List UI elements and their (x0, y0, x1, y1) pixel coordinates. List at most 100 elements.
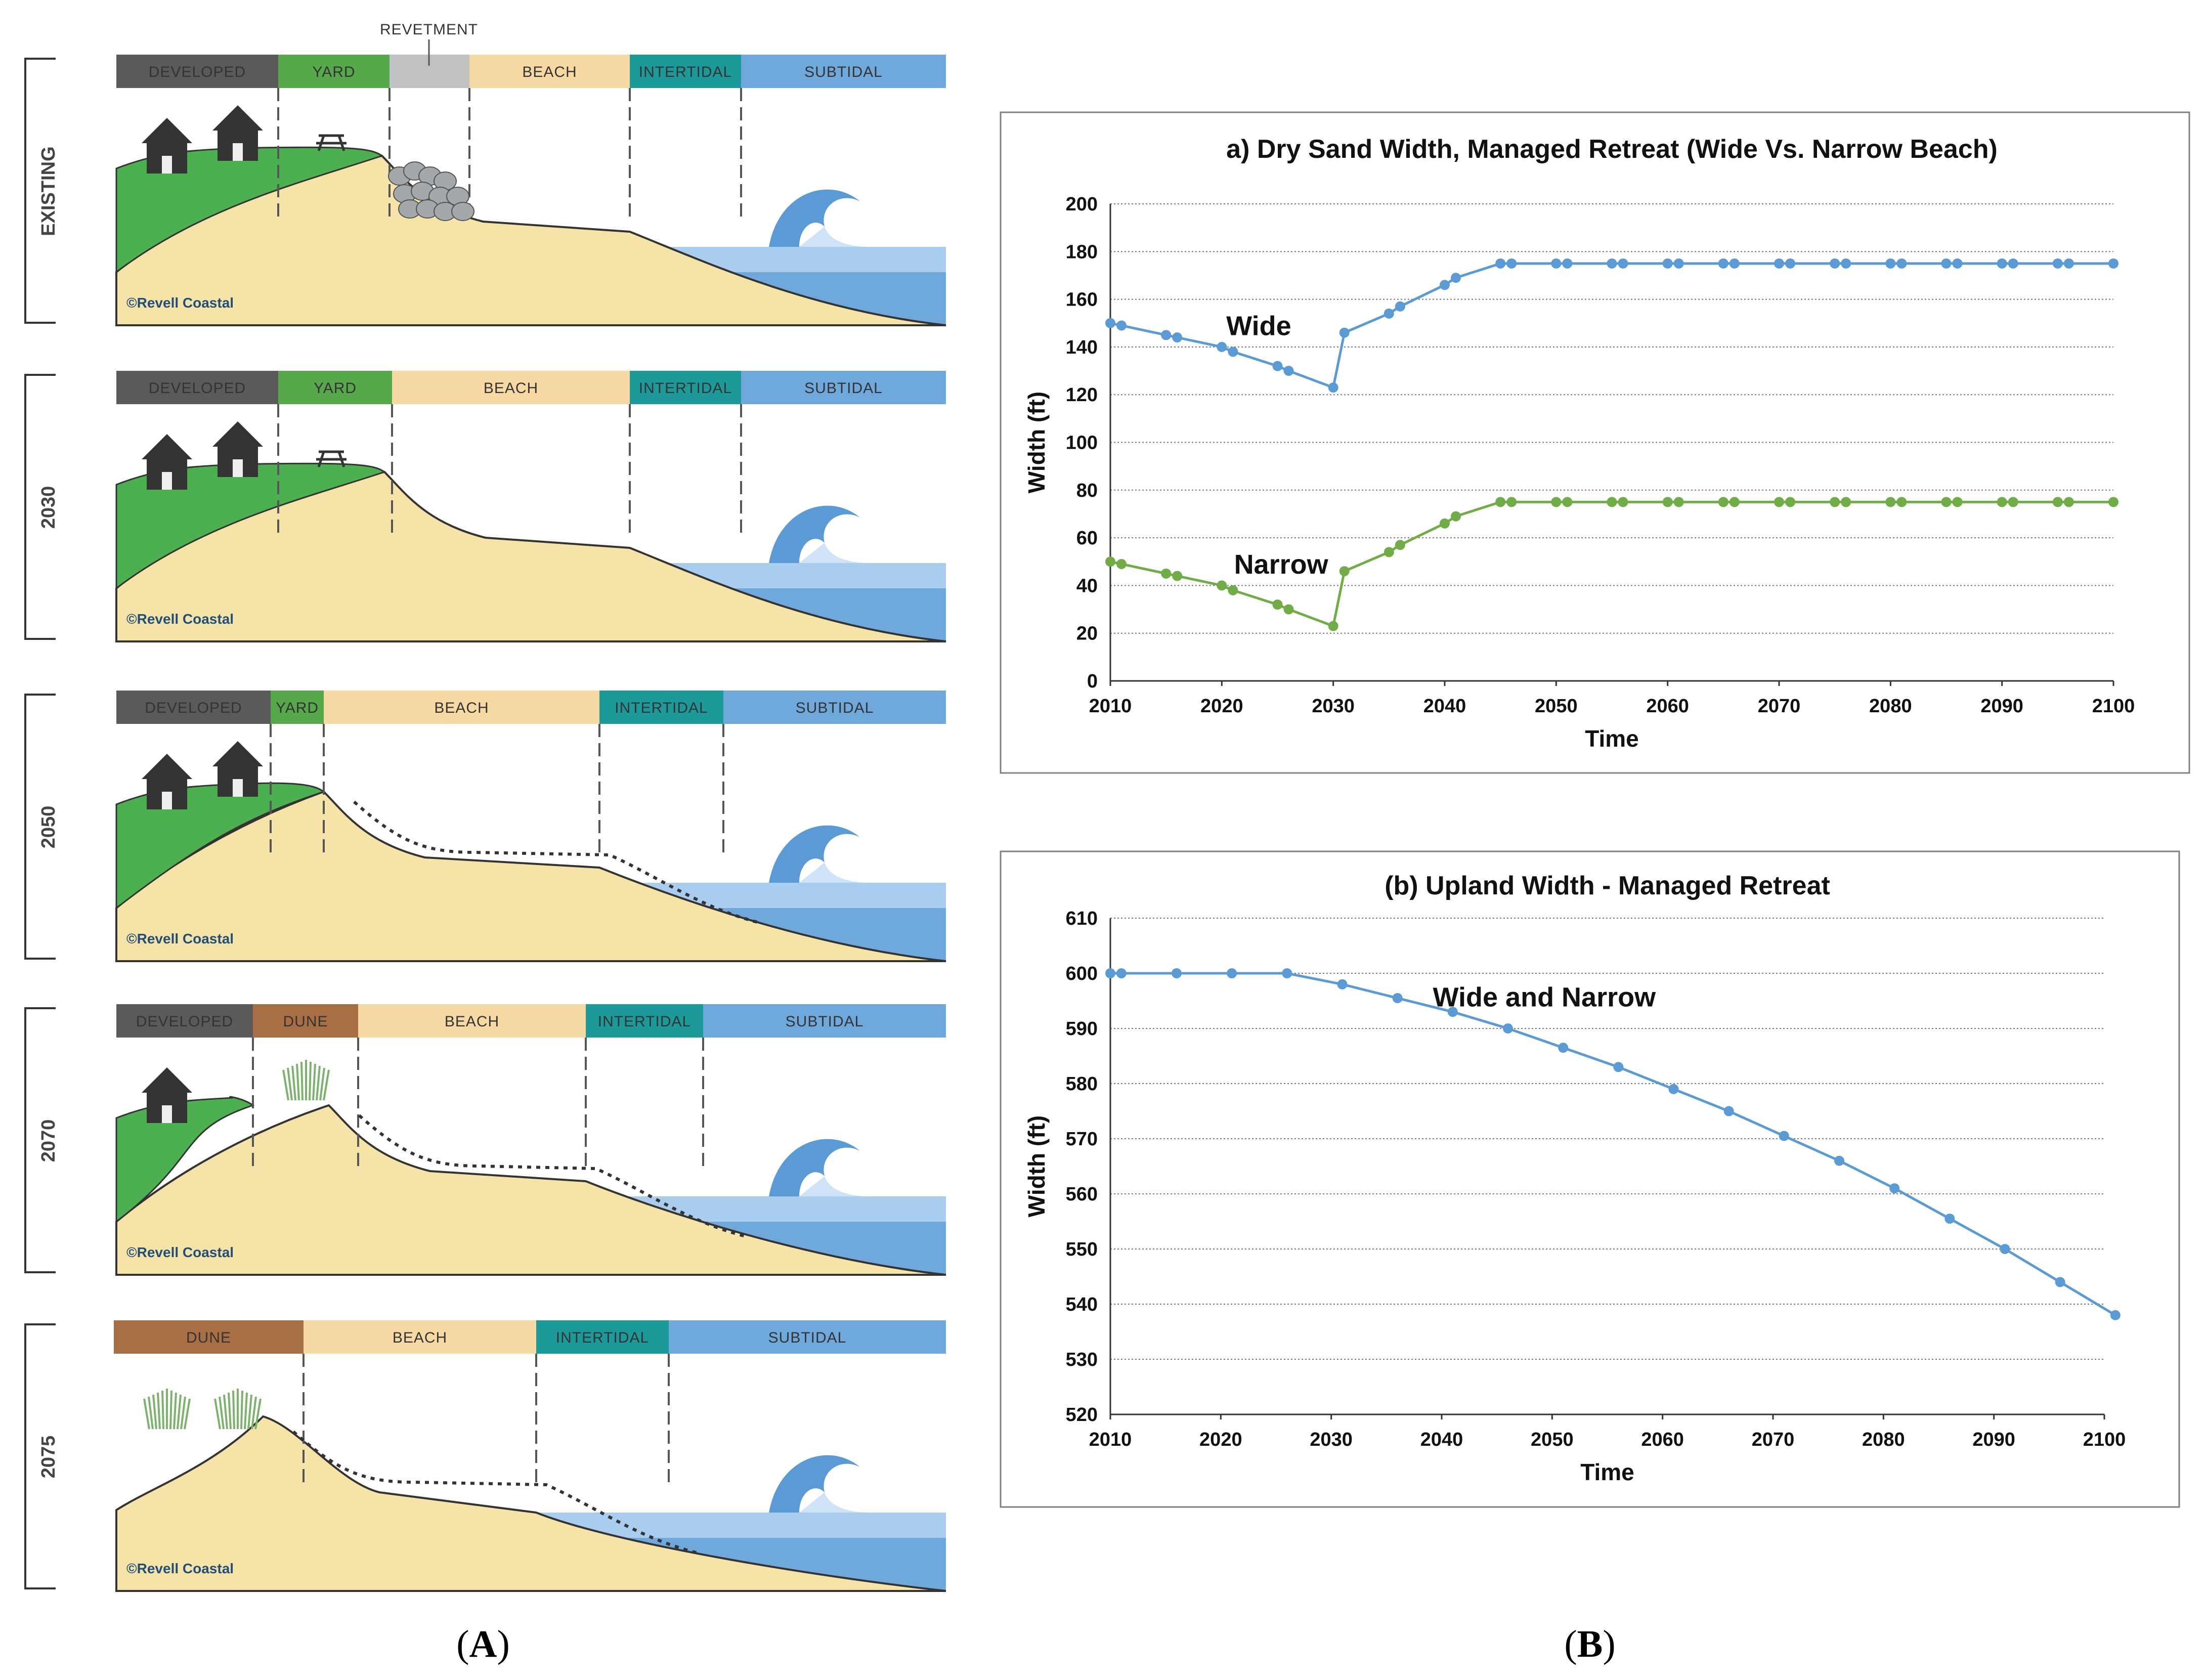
data-point (1774, 497, 1784, 507)
x-tick-label: 2060 (1646, 696, 1689, 717)
series-label: Wide and Narrow (1433, 982, 1657, 1012)
y-tick-label: 80 (1076, 480, 1098, 501)
zone-bar-developed (116, 55, 278, 88)
coastal-illustration: EXISTING DEVELOPED YARD BEACH INTERTIDAL SUBT… (24, 21, 946, 1592)
x-tick-label: 2010 (1089, 696, 1132, 717)
data-point (1383, 547, 1394, 557)
sand-profile (115, 1415, 946, 1592)
wave-foam (799, 1492, 870, 1513)
zone-label: BEACH (445, 1013, 499, 1030)
house-icon (212, 741, 263, 797)
zone-label: INTERTIDAL (556, 1329, 649, 1346)
zone-bar-intertidal (630, 55, 741, 88)
x-tick-label: 2090 (1980, 696, 2023, 717)
revetment-label: REVETMENT (380, 21, 478, 38)
row-label: 2030 (38, 486, 59, 529)
data-point (1841, 258, 1851, 269)
dune-grass-icon (180, 1396, 186, 1430)
zone-bar-subtidal (723, 691, 946, 724)
house-icon (142, 1067, 192, 1123)
dune-grass-icon (214, 1398, 221, 1430)
picnic-table-icon (316, 450, 347, 467)
row-bracket (24, 694, 56, 960)
data-point (1161, 568, 1172, 579)
zone-bar-beach (469, 55, 630, 88)
row-bracket (24, 1323, 56, 1589)
data-point (1172, 571, 1183, 581)
data-point (1562, 497, 1573, 507)
dune-grass-icon (316, 1065, 321, 1101)
y-tick-label: 580 (1066, 1073, 1098, 1095)
zone-bar-developed (116, 1004, 253, 1038)
dune-grass-icon (282, 1069, 289, 1101)
row-label: 2075 (38, 1436, 59, 1479)
zone-label: SUBTIDAL (796, 700, 874, 716)
dune-grass-icon (169, 1390, 172, 1430)
series-label: Wide (1226, 311, 1291, 341)
data-point (1105, 556, 1115, 567)
data-point (1889, 1183, 1900, 1194)
dune-grass-icon (300, 1061, 304, 1101)
data-point (2110, 1310, 2121, 1320)
x-tick-label: 2050 (1531, 1429, 1574, 1450)
data-point (1503, 1023, 1513, 1033)
zone-label: SUBTIDAL (804, 380, 883, 397)
zone-label: SUBTIDAL (768, 1329, 847, 1346)
dune-grass-icon (219, 1396, 225, 1430)
dune-grass-icon (228, 1392, 232, 1430)
zone-bar-yard (278, 55, 390, 88)
data-point (1217, 341, 1227, 352)
dune-grass-icon (251, 1396, 257, 1430)
y-tick-label: 590 (1066, 1018, 1098, 1040)
data-point (1607, 258, 1617, 269)
zone-bar-intertidal (599, 691, 723, 724)
data-point (1440, 518, 1450, 529)
data-point (1395, 540, 1405, 550)
data-point (1718, 258, 1728, 269)
data-point (1952, 258, 1963, 269)
data-point (1228, 585, 1238, 595)
row-label: 2050 (38, 806, 59, 849)
data-point (1618, 497, 1628, 507)
x-tick-label: 2070 (1752, 1429, 1795, 1450)
zone-label: DUNE (186, 1329, 231, 1346)
x-tick-label: 2030 (1312, 696, 1355, 717)
y-tick-label: 570 (1066, 1129, 1098, 1150)
dune-grass-icon (309, 1061, 312, 1101)
data-point (1283, 604, 1294, 615)
y-tick-label: 160 (1066, 289, 1098, 311)
zone-bar-intertidal (630, 371, 741, 404)
data-point (2063, 258, 2074, 269)
zone-label: BEACH (522, 64, 577, 80)
timeline-row: 2050 DEVELOPED YARD BEACH INTERTIDAL SUBTIDAL… (24, 691, 946, 962)
data-point (1885, 497, 1896, 507)
x-axis-title: Time (1580, 1459, 1634, 1485)
house-door (162, 472, 172, 490)
y-tick-label: 100 (1066, 433, 1098, 454)
zone-bar-dune (253, 1004, 358, 1038)
sand-profile (115, 1104, 946, 1276)
dune-grass-icon (240, 1390, 243, 1430)
wave-icon (769, 505, 860, 563)
data-point (1105, 318, 1115, 328)
data-point (1785, 497, 1796, 507)
dune-grass-icon (319, 1067, 325, 1101)
data-point (1272, 361, 1283, 371)
data-point (1495, 258, 1506, 269)
zone-bar-beach (304, 1320, 536, 1354)
data-point (2000, 1244, 2010, 1254)
data-point (1283, 366, 1294, 376)
y-tick-label: 0 (1087, 671, 1098, 692)
dune-grass-icon (254, 1398, 262, 1430)
zone-bar-intertidal (586, 1004, 703, 1038)
data-point (1451, 511, 1461, 522)
x-tick-label: 2100 (2083, 1429, 2126, 1450)
data-point (1272, 599, 1283, 610)
y-tick-label: 560 (1066, 1184, 1098, 1205)
x-tick-label: 2040 (1423, 696, 1466, 717)
series-label: Narrow (1234, 549, 1329, 580)
data-point (1997, 497, 2007, 507)
logo-text: ©Revell Coastal (126, 1561, 234, 1576)
y-tick-label: 200 (1066, 194, 1098, 215)
dune-grass-icon (323, 1069, 330, 1101)
